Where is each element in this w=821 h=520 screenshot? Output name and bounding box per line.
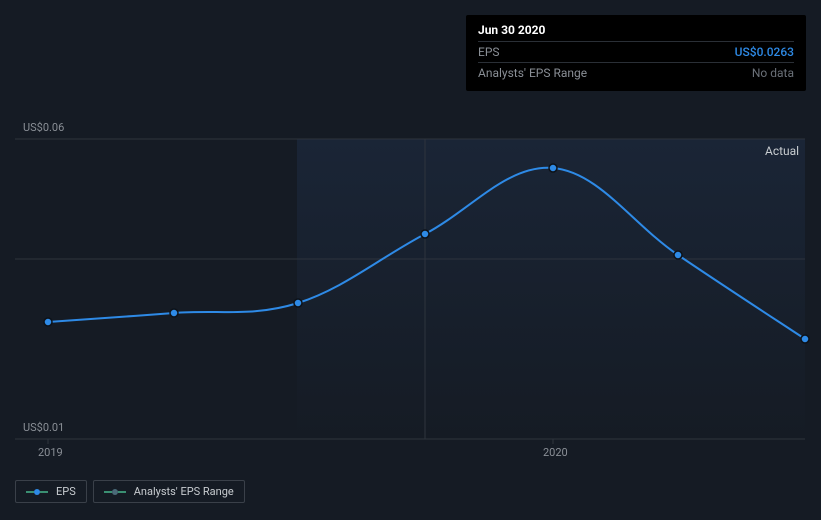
legend-item[interactable]: Analysts' EPS Range — [93, 480, 245, 503]
y-axis-label: US$0.01 — [23, 421, 64, 434]
data-point[interactable] — [801, 335, 809, 343]
data-point[interactable] — [170, 309, 178, 317]
data-point[interactable] — [44, 318, 52, 326]
chart-legend: EPS Analysts' EPS Range — [15, 480, 245, 503]
tooltip-row: EPS US$0.0263 — [478, 41, 794, 62]
tooltip-row-value: US$0.0263 — [735, 45, 794, 59]
x-axis-label: 2020 — [543, 446, 568, 459]
tooltip-date: Jun 30 2020 — [478, 23, 794, 41]
tooltip-row-value: No data — [752, 66, 794, 80]
y-axis-label: US$0.06 — [23, 121, 64, 134]
legend-item-label: Analysts' EPS Range — [134, 485, 234, 498]
chart-tooltip: Jun 30 2020 EPS US$0.0263 Analysts' EPS Ra… — [466, 15, 806, 91]
legend-item[interactable]: EPS — [15, 480, 87, 503]
data-point[interactable] — [674, 251, 682, 259]
tooltip-row-label: Analysts' EPS Range — [478, 66, 587, 80]
actual-label: Actual — [765, 144, 799, 158]
x-axis-label: 2019 — [38, 446, 63, 459]
data-point[interactable] — [294, 299, 302, 307]
legend-swatch-icon — [26, 489, 48, 495]
legend-item-label: EPS — [56, 485, 76, 498]
data-point[interactable] — [549, 164, 557, 172]
legend-swatch-icon — [104, 489, 126, 495]
tooltip-row-label: EPS — [478, 45, 500, 59]
data-point[interactable] — [421, 230, 429, 238]
tooltip-row: Analysts' EPS Range No data — [478, 62, 794, 83]
